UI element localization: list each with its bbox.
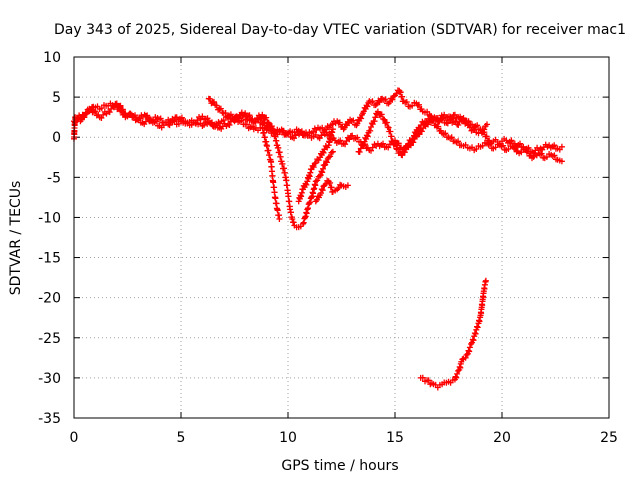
x-tick-label: 0 (70, 430, 79, 446)
data-track (417, 277, 489, 391)
y-tick-label: -25 (38, 331, 61, 347)
y-tick-label: -30 (38, 371, 61, 387)
y-tick-label: -5 (47, 170, 61, 186)
data-track (295, 126, 336, 205)
data-track (312, 177, 351, 205)
y-tick-label: 5 (52, 90, 61, 106)
data-point-markers (312, 177, 351, 205)
x-tick-label: 20 (493, 430, 511, 446)
x-tick-label: 15 (386, 430, 404, 446)
data-track (205, 95, 283, 222)
y-tick-label: -10 (38, 210, 61, 226)
data-point-markers (205, 95, 283, 222)
y-tick-label: -35 (38, 411, 61, 427)
data-point-markers (295, 126, 336, 205)
x-tick-label: 25 (600, 430, 618, 446)
data-point-markers (355, 108, 490, 159)
y-tick-label: 0 (52, 130, 61, 146)
y-tick-label: 10 (43, 50, 61, 66)
plot-frame (73, 56, 610, 419)
y-axis-label: SDTVAR / TECUs (8, 181, 24, 296)
x-tick-label: 5 (177, 430, 186, 446)
data-track (257, 119, 336, 231)
y-tick-label: -20 (38, 291, 61, 307)
y-tick-label: -15 (38, 251, 61, 267)
x-tick-label: 10 (279, 430, 297, 446)
grid (74, 57, 609, 418)
tick-labels: 0 5 10 15 20 25 10 5 0 -5 -10 -15 -20 -25 -30 -35 (38, 50, 618, 446)
data-point-markers (417, 277, 489, 391)
chart-title: Day 343 of 2025, Sidereal Day-to-day VTE… (54, 22, 626, 38)
x-axis-label: GPS time / hours (281, 458, 398, 474)
data-point-markers (257, 119, 336, 231)
data-track (355, 108, 490, 159)
